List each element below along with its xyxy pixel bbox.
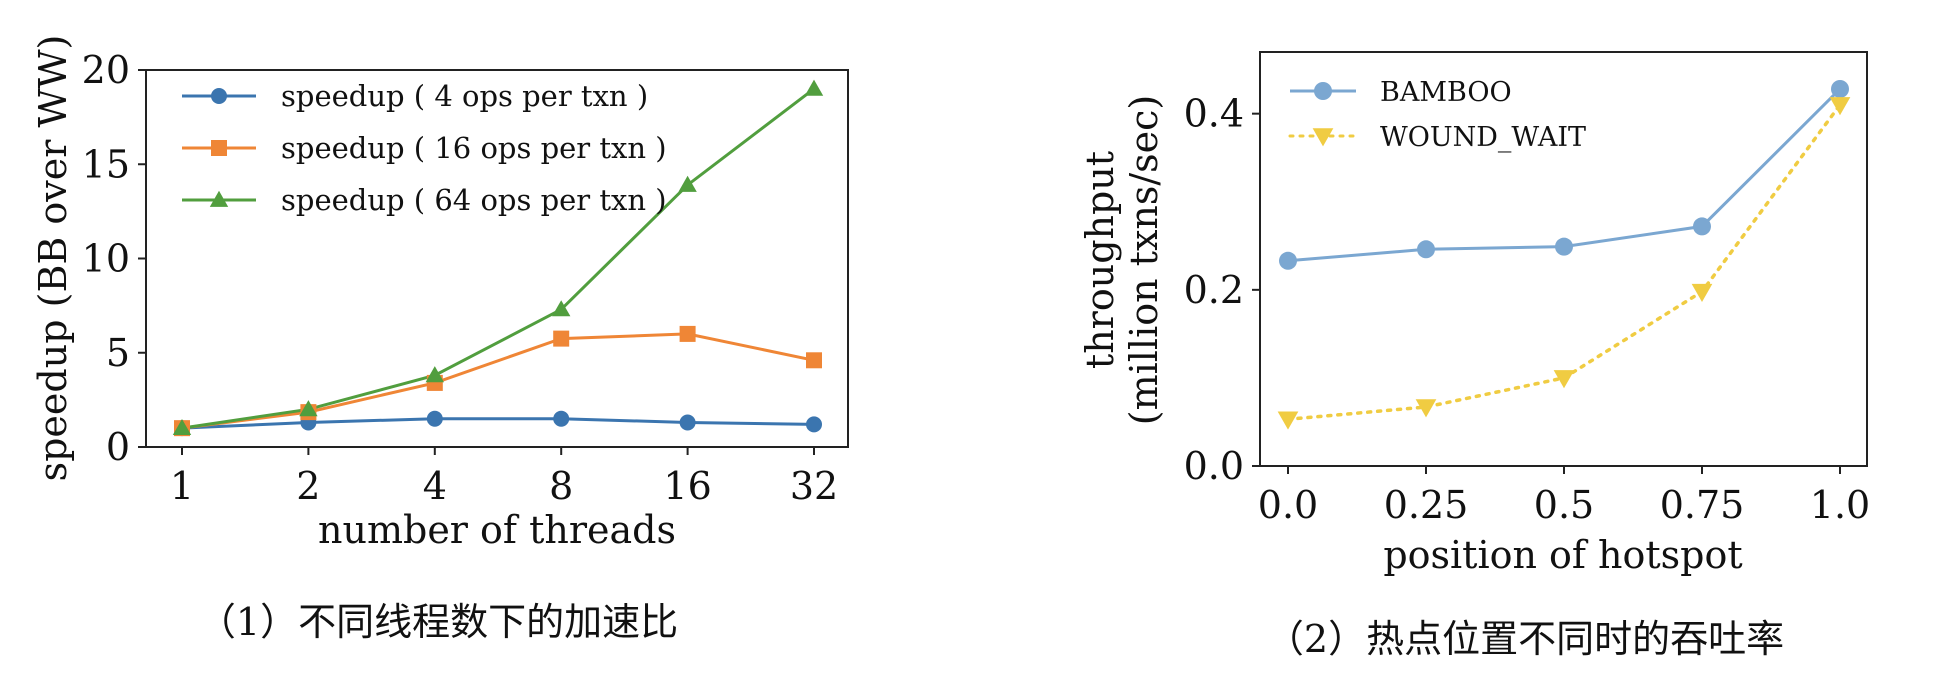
chart1-data-point: [426, 410, 443, 427]
chart-speedup: 1 2 4 8 16 32 0 5 10 15 20 number of threads spee…: [31, 35, 849, 644]
chart1-series-line: [181, 332, 815, 430]
chart2-y-tick-label: 0.0: [1184, 444, 1244, 488]
chart2-series-line: [1287, 87, 1842, 263]
chart1-y-tick-label: 20: [82, 48, 130, 92]
chart1-legend: speedup ( 4 ops per txn ) speedup ( 16 op…: [182, 79, 667, 217]
chart1-data-point: [806, 416, 822, 433]
chart2-data-point: [1831, 79, 1849, 98]
chart2-legend: BAMBOO WOUND_WAIT: [1288, 77, 1586, 153]
chart2-x-axis-label: position of hotspot: [1383, 533, 1742, 577]
chart2-x-tick-label: 0.75: [1660, 483, 1745, 527]
chart1-y-axis-label: speedup (BB over WW): [31, 35, 75, 482]
chart1-legend-label: speedup ( 16 ops per txn ): [281, 131, 667, 165]
chart2-data-point: [1553, 370, 1575, 389]
chart1-y-tick-label: 15: [82, 142, 130, 186]
chart1-legend-label: speedup ( 64 ops per txn ): [281, 183, 667, 217]
chart2-data-point: [1415, 399, 1437, 418]
chart1-data-point: [552, 300, 571, 317]
chart1-x-tick-label: 16: [663, 464, 711, 508]
chart1-data-point: [553, 330, 570, 347]
chart1-data-point: [679, 414, 696, 431]
chart1-x-tick-label: 32: [790, 464, 838, 508]
chart2-x-tick-label: 0.5: [1534, 483, 1594, 527]
chart1-data-point: [679, 325, 696, 342]
chart1-plot-frame: [145, 69, 849, 448]
chart2-caption: （2）热点位置不同时的吞吐率: [1266, 617, 1784, 661]
chart2-data-point: [1277, 411, 1299, 430]
chart2-legend-label: BAMBOO: [1380, 77, 1512, 108]
chart2-legend-label: WOUND_WAIT: [1380, 122, 1586, 153]
chart1-legend-marker: [211, 88, 227, 104]
chart1-data-point: [678, 175, 697, 192]
chart2-y-tick-label: 0.2: [1184, 268, 1244, 312]
chart1-x-tick-label: 8: [549, 464, 573, 508]
chart1-series-line: [181, 87, 815, 430]
chart1-series-line: [181, 417, 815, 430]
chart2-legend-marker: [1314, 82, 1332, 100]
chart2-data-point: [1691, 283, 1713, 302]
chart1-x-axis-label: number of threads: [318, 508, 676, 552]
chart1-legend-label: speedup ( 4 ops per txn ): [281, 79, 648, 113]
chart1-y-tick-label: 5: [106, 331, 130, 375]
chart1-caption: （1）不同线程数下的加速比: [198, 600, 678, 644]
chart1-data-point: [806, 352, 822, 369]
chart2-x-tick-label: 0.0: [1258, 483, 1318, 527]
chart2-data-point: [1555, 237, 1573, 256]
chart-throughput: 0.0 0.25 0.5 0.75 1.0 0.0 0.2 0.4 position of …: [1078, 51, 1870, 661]
chart1-legend-marker: [211, 140, 227, 156]
chart2-y-axis-label-line2: (million txns/sec): [1122, 95, 1166, 425]
chart1-data-point: [553, 410, 570, 427]
chart2-data-point: [1417, 240, 1435, 259]
chart2-y-axis-label-line1: throughput: [1078, 151, 1122, 369]
chart2-y-tick-label: 0.4: [1184, 92, 1244, 136]
chart1-data-point: [804, 79, 824, 96]
chart1-legend-marker: [209, 190, 229, 207]
chart1-data-point: [172, 418, 192, 436]
chart2-x-tick-label: 0.25: [1384, 483, 1469, 527]
chart2-data-point: [1279, 251, 1297, 270]
chart1-y-tick-label: 0: [106, 425, 130, 469]
chart1-x-tick-label: 2: [296, 464, 320, 508]
chart1-data-point: [425, 366, 444, 383]
chart2-legend-marker: [1312, 128, 1334, 147]
chart1-x-tick-label: 4: [423, 464, 447, 508]
chart1-data-point: [299, 400, 318, 417]
chart2-data-point: [1829, 97, 1851, 116]
chart1-y-tick-label: 10: [82, 237, 130, 281]
chart2-data-point: [1693, 217, 1711, 236]
chart2-plot-frame: [1259, 51, 1868, 467]
chart2-x-tick-label: 1.0: [1810, 483, 1870, 527]
chart1-x-tick-label: 1: [170, 464, 194, 508]
